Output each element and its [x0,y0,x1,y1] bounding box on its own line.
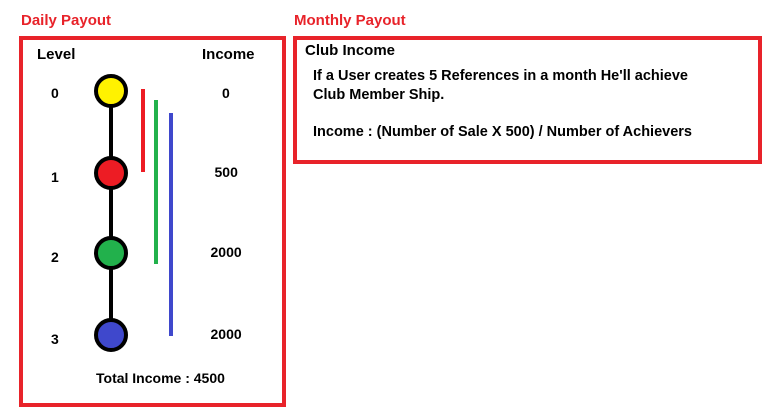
level-3-node [94,318,128,352]
level-header: Level [37,46,76,63]
level-0-label: 0 [51,85,59,101]
level-3-label: 3 [51,331,59,347]
monthly-payout-title: Monthly Payout [294,12,406,29]
level-0-income: 0 [222,85,230,101]
level-2-node [94,236,128,270]
level-1-label: 1 [51,169,59,185]
level-1-node [94,156,128,190]
daily-payout-title: Daily Payout [21,12,112,29]
income-header: Income [202,46,255,63]
daily-payout-box [19,36,286,407]
level-2-income: 2000 [210,244,242,260]
club-income-formula: Income : (Number of Sale X 500) / Number… [313,124,692,140]
level-2-label: 2 [51,249,59,265]
club-income-title: Club Income [305,42,396,59]
total-income-label: Total Income : 4500 [96,370,225,386]
monthly-payout-box [293,36,762,164]
level-3-income: 2000 [210,326,242,342]
club-income-description: If a User creates 5 References in a mont… [313,68,688,103]
level-1-income: 500 [214,164,238,180]
level-0-node [94,74,128,108]
